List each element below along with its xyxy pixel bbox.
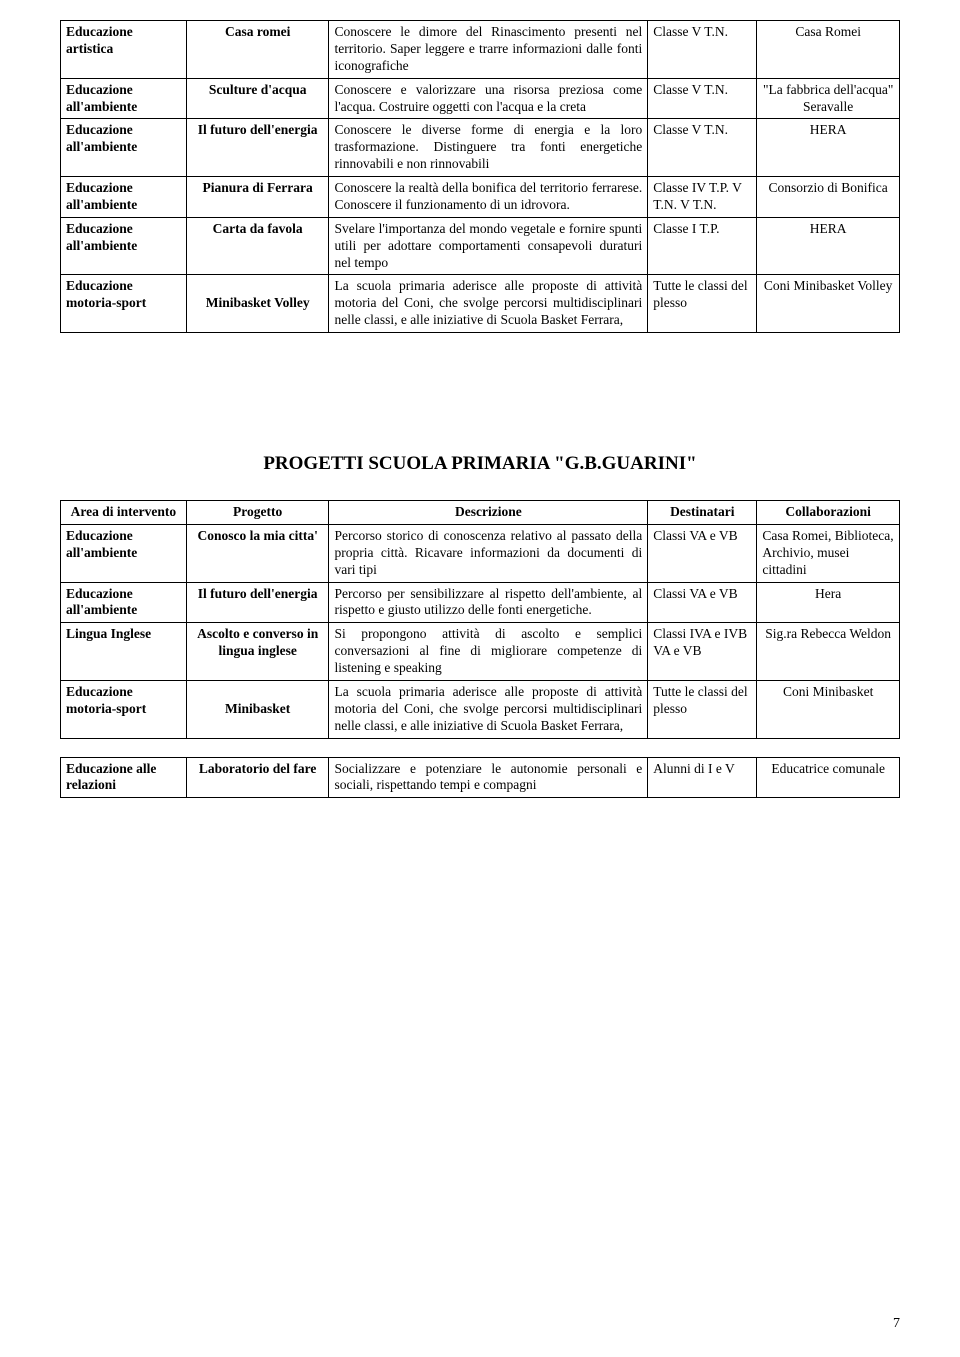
header-dest: Destinatari [648,501,757,525]
cell-dest: Tutte le classi del plesso [648,680,757,738]
cell-dest: Tutte le classi del plesso [648,275,757,333]
cell-area: Educazione motoria-sport [61,680,187,738]
cell-dest: Classe V T.N. [648,119,757,177]
cell-progetto: Sculture d'acqua [186,78,329,119]
cell-dest: Classi VA e VB [648,582,757,623]
cell-dest: Classe I T.P. [648,217,757,275]
cell-progetto: Il futuro dell'energia [186,119,329,177]
table-row: Educazione all'ambiente Conosco la mia c… [61,524,900,582]
table-row: Lingua Inglese Ascolto e converso in lin… [61,623,900,681]
cell-collab: Casa Romei, Biblioteca, Archivio, musei … [757,524,900,582]
cell-progetto: Laboratorio del fare [186,757,329,798]
table-row: Educazione motoria-sport Minibasket La s… [61,680,900,738]
cell-collab: Consorzio di Bonifica [757,177,900,218]
cell-area: Educazione all'ambiente [61,582,187,623]
cell-area: Educazione all'ambiente [61,524,187,582]
table-row: Educazione all'ambiente Carta da favola … [61,217,900,275]
header-desc: Descrizione [329,501,648,525]
cell-desc: Si propongono attività di ascolto e semp… [329,623,648,681]
table-row: Educazione all'ambiente Pianura di Ferra… [61,177,900,218]
cell-area: Educazione motoria-sport [61,275,187,333]
table-row: Educazione all'ambiente Sculture d'acqua… [61,78,900,119]
cell-area: Educazione all'ambiente [61,177,187,218]
cell-collab: Coni Minibasket [757,680,900,738]
cell-progetto: Minibasket [186,680,329,738]
cell-area: Educazione all'ambiente [61,119,187,177]
table-header-row: Area di intervento Progetto Descrizione … [61,501,900,525]
header-area: Area di intervento [61,501,187,525]
projects-table-1: Educazione artistica Casa romei Conoscer… [60,20,900,333]
cell-desc: Percorso per sensibilizzare al rispetto … [329,582,648,623]
cell-area: Educazione artistica [61,21,187,79]
cell-dest: Classe IV T.P. V T.N. V T.N. [648,177,757,218]
cell-dest: Classe V T.N. [648,78,757,119]
cell-dest: Alunni di I e V [648,757,757,798]
cell-progetto: Carta da favola [186,217,329,275]
table-row: Educazione alle relazioni Laboratorio de… [61,757,900,798]
cell-collab: Sig.ra Rebecca Weldon [757,623,900,681]
header-progetto: Progetto [186,501,329,525]
cell-collab: Coni Minibasket Volley [757,275,900,333]
cell-desc: Socializzare e potenziare le autonomie p… [329,757,648,798]
cell-dest: Classe V T.N. [648,21,757,79]
cell-collab: Educatrice comunale [757,757,900,798]
cell-desc: La scuola primaria aderisce alle propost… [329,275,648,333]
cell-dest: Classi IVA e IVB VA e VB [648,623,757,681]
table-row: Educazione all'ambiente Il futuro dell'e… [61,119,900,177]
cell-area: Educazione alle relazioni [61,757,187,798]
cell-desc: Conoscere la realtà della bonifica del t… [329,177,648,218]
cell-desc: Conoscere le dimore del Rinascimento pre… [329,21,648,79]
table-row: Educazione all'ambiente Il futuro dell'e… [61,582,900,623]
section-title: PROGETTI SCUOLA PRIMARIA "G.B.GUARINI" [60,453,900,475]
cell-desc: Svelare l'importanza del mondo vegetale … [329,217,648,275]
cell-collab: HERA [757,119,900,177]
cell-collab: Casa Romei [757,21,900,79]
cell-progetto: Ascolto e converso in lingua inglese [186,623,329,681]
table-row: Educazione motoria-sport Minibasket Voll… [61,275,900,333]
cell-desc: La scuola primaria aderisce alle propost… [329,680,648,738]
cell-progetto: Il futuro dell'energia [186,582,329,623]
cell-desc: Conoscere le diverse forme di energia e … [329,119,648,177]
cell-collab: HERA [757,217,900,275]
cell-area: Educazione all'ambiente [61,78,187,119]
projects-table-2: Area di intervento Progetto Descrizione … [60,500,900,739]
cell-area: Educazione all'ambiente [61,217,187,275]
cell-area: Lingua Inglese [61,623,187,681]
page-number: 7 [893,1316,900,1332]
cell-progetto: Conosco la mia citta' [186,524,329,582]
header-collab: Collaborazioni [757,501,900,525]
cell-collab: "La fabbrica dell'acqua" Seravalle [757,78,900,119]
cell-progetto: Minibasket Volley [186,275,329,333]
cell-dest: Classi VA e VB [648,524,757,582]
cell-progetto: Pianura di Ferrara [186,177,329,218]
cell-progetto: Casa romei [186,21,329,79]
cell-desc: Percorso storico di conoscenza relativo … [329,524,648,582]
table-row: Educazione artistica Casa romei Conoscer… [61,21,900,79]
projects-table-2b: Educazione alle relazioni Laboratorio de… [60,757,900,799]
cell-desc: Conoscere e valorizzare una risorsa prez… [329,78,648,119]
cell-collab: Hera [757,582,900,623]
